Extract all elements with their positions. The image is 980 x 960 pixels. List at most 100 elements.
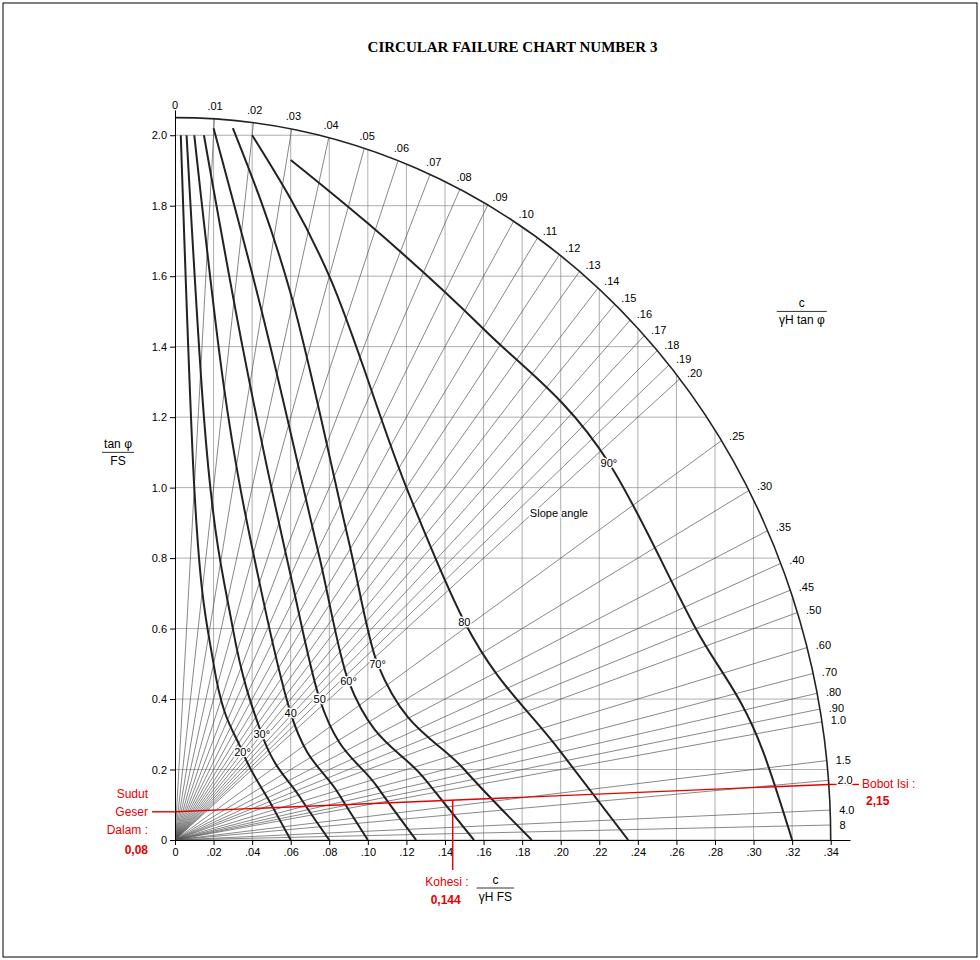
y-tick-mark xyxy=(170,558,175,559)
title: CIRCULAR FAILURE CHART NUMBER 3 xyxy=(368,39,658,55)
x-grid-line xyxy=(367,100,368,840)
x-grid-line xyxy=(676,100,677,840)
y-tick-label: 0.8 xyxy=(152,552,167,564)
x-tick: .24 xyxy=(631,840,646,858)
y-tick-mark xyxy=(170,276,175,277)
y-tick-mark xyxy=(170,135,175,136)
slope-curve xyxy=(187,135,330,840)
y-tick-label: 0.6 xyxy=(152,623,167,635)
y-tick-label: 1.4 xyxy=(152,341,167,353)
slope-curve xyxy=(204,135,416,840)
x-tick: .18 xyxy=(515,840,530,858)
x-tick-mark xyxy=(445,840,446,845)
y-tick-mark xyxy=(170,488,175,489)
y-axis: 00.20.40.60.81.01.21.41.61.82.0 xyxy=(152,101,176,847)
y-tick-label: 0 xyxy=(161,834,167,846)
x-tick: .30 xyxy=(746,840,761,858)
slope-label: 40 xyxy=(285,707,297,719)
x-tick-label: .20 xyxy=(554,846,569,858)
y-tick-mark xyxy=(170,629,175,630)
x-grid-line xyxy=(792,100,793,840)
x-tick: .10 xyxy=(361,840,376,858)
ratio-scale-title: cγH tan φ xyxy=(777,296,827,327)
ratio-label: .20 xyxy=(687,367,702,379)
x-grid-line xyxy=(560,100,561,840)
y-grid-line xyxy=(175,840,850,841)
slope-curve xyxy=(214,128,474,840)
x-tick: .26 xyxy=(669,840,684,858)
x-axis-title-denominator: γH FS xyxy=(479,890,512,904)
ratio-label: .04 xyxy=(323,119,338,131)
x-grid-line xyxy=(637,100,638,840)
y-grid-line xyxy=(175,417,850,418)
x-tick-mark xyxy=(368,840,369,845)
ratio-label: .07 xyxy=(426,156,441,168)
y-grid-line xyxy=(175,628,850,629)
ratio-line xyxy=(175,825,831,840)
ratio-label: .19 xyxy=(676,353,691,365)
ratio-line xyxy=(175,138,329,840)
slope-curve xyxy=(291,160,792,840)
x-tick-label: .10 xyxy=(361,846,376,858)
x-tick-label: .06 xyxy=(284,846,299,858)
y-grid-line xyxy=(175,135,850,136)
ratio-label: .18 xyxy=(664,339,679,351)
cohesion-leader xyxy=(452,840,453,870)
y-tick: 1.2 xyxy=(152,411,175,423)
x-axis-title: cγH FS xyxy=(477,873,514,904)
x-tick: .14 xyxy=(438,840,453,858)
x-tick-label: 0 xyxy=(172,846,178,858)
x-tick-label: .16 xyxy=(476,846,491,858)
x-tick-mark xyxy=(831,840,832,845)
x-tick-label: .04 xyxy=(245,846,260,858)
ratio-label: .30 xyxy=(757,480,772,492)
y-tick-mark xyxy=(170,417,175,418)
x-grid-line xyxy=(483,100,484,840)
ratio-label: .90 xyxy=(829,702,844,714)
x-grid-line xyxy=(445,100,446,840)
ratio-label: .25 xyxy=(729,430,744,442)
x-tick-mark xyxy=(175,840,176,845)
y-tick: 1.8 xyxy=(152,200,175,212)
y-axis-title: tan φFS xyxy=(102,437,134,468)
friction-label: Dalam : xyxy=(107,823,148,837)
x-tick: .20 xyxy=(554,840,569,858)
x-tick-mark xyxy=(599,840,600,845)
y-tick-label: 1.6 xyxy=(152,270,167,282)
x-tick-label: .26 xyxy=(669,846,684,858)
slope-label: 70° xyxy=(369,658,386,670)
y-grid-line xyxy=(175,699,850,700)
x-tick-mark xyxy=(214,840,215,845)
slope-label: 30° xyxy=(253,728,270,740)
y-tick-mark xyxy=(170,206,175,207)
frame xyxy=(3,3,977,957)
slope-label: 60° xyxy=(340,675,357,687)
y-tick-label: 0.2 xyxy=(152,764,167,776)
x-tick-label: .28 xyxy=(708,846,723,858)
plot-marks xyxy=(175,118,831,840)
friction-label: Geser xyxy=(115,805,148,819)
x-tick-mark xyxy=(406,840,407,845)
ratio-line xyxy=(175,810,830,840)
slope-angle-label: Slope angle xyxy=(530,507,588,519)
ratio-label: .03 xyxy=(286,110,301,122)
y-tick: 1.0 xyxy=(152,482,175,494)
ratio-line xyxy=(175,365,669,840)
ratio-scale-title-bar xyxy=(777,311,827,312)
y-grid-line xyxy=(175,346,850,347)
x-tick: .32 xyxy=(785,840,800,858)
ratio-line xyxy=(175,722,822,840)
x-tick: .28 xyxy=(708,840,723,858)
y-tick: 0 xyxy=(161,834,175,846)
y-axis-line xyxy=(175,101,176,841)
unit-weight-value: 2,15 xyxy=(866,794,890,808)
slope-curve xyxy=(181,135,291,840)
slope-curve xyxy=(194,135,368,840)
ratio-label: .11 xyxy=(543,225,557,237)
x-tick-label: .12 xyxy=(399,846,414,858)
y-grid-line xyxy=(175,205,850,206)
grid xyxy=(175,100,850,840)
slope-label: 80 xyxy=(458,616,470,628)
x-tick-mark xyxy=(715,840,716,845)
y-axis-title-bar xyxy=(102,452,134,453)
